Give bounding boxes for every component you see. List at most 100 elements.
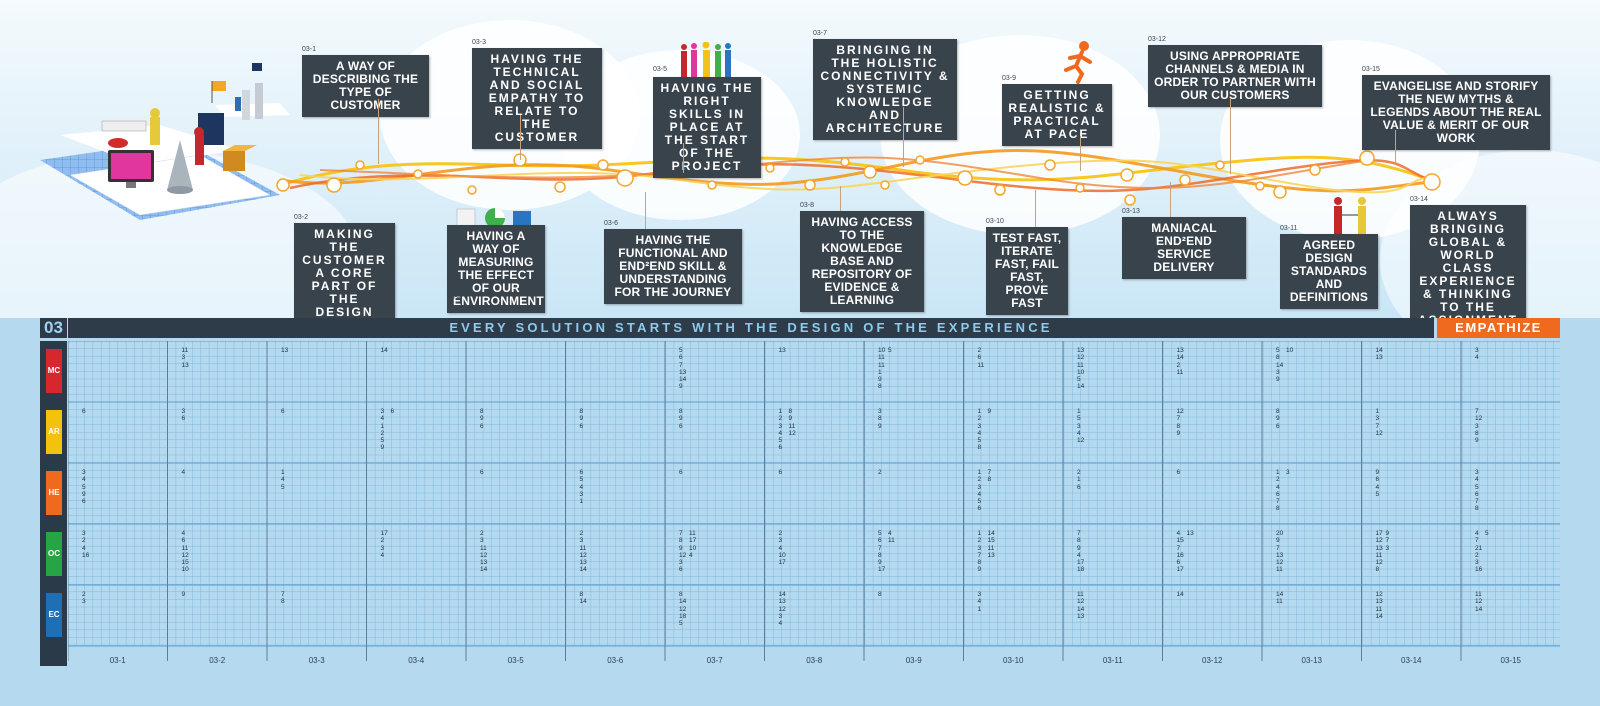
cell-value: 4 — [888, 530, 892, 537]
cell-value: 8 — [1077, 537, 1081, 545]
cell-value: 6 — [977, 354, 982, 362]
stage-code: 03-13 — [1122, 208, 1140, 215]
cell-value: 4 — [380, 551, 385, 559]
cell-value: 14 — [1375, 347, 1383, 354]
cell-value: 11 — [987, 544, 995, 552]
matrix-cell: 2 3 4 10 17 — [779, 530, 786, 566]
cell-value: 10 — [778, 551, 786, 559]
matrix-cell: 17 2 3 4 — [381, 530, 388, 559]
matrix-cell: 6 — [480, 469, 484, 476]
cell-value: 13 — [281, 347, 289, 354]
cell-value: 14 — [778, 591, 786, 598]
cell-value: 5 — [778, 437, 783, 445]
connector-line — [520, 115, 521, 160]
section-title: EVERY SOLUTION STARTS WITH THE DESIGN OF… — [68, 318, 1434, 338]
cell-value: 16 — [82, 551, 90, 559]
cell-value: 11 — [1176, 368, 1184, 376]
matrix-cell: 6 — [281, 408, 285, 415]
category-mc: MC — [46, 349, 62, 393]
cell-value: 15 — [181, 559, 189, 567]
matrix-cell: 2 3 11 12 13 14 — [480, 530, 487, 574]
matrix-cell: 4 7 21 2 3 16 5 — [1475, 530, 1489, 574]
cell-value: 3 — [1475, 469, 1479, 476]
cell-value: 6 — [1176, 559, 1181, 567]
cell-value: 17 — [380, 530, 388, 537]
cell-value: 14 — [1077, 383, 1085, 391]
matrix-cell: 4 — [182, 469, 186, 476]
stage-box: A WAY OF DESCRIBING THE TYPE OF CUSTOMER — [302, 55, 429, 117]
cell-value: 6 — [878, 537, 882, 545]
connector-line — [645, 192, 646, 229]
cell-value: 3 — [977, 422, 982, 430]
cell-value: 2 — [1475, 551, 1479, 559]
cell-value: 3 — [1077, 422, 1081, 430]
matrix-cell: 1 5 3 4 12 — [1077, 408, 1084, 444]
cell-value: 13 — [1077, 347, 1085, 354]
cell-value: 8 — [1475, 505, 1479, 513]
matrix-cell: 2 3 11 12 13 14 — [580, 530, 587, 574]
cell-value: 6 — [977, 505, 982, 513]
stage-box: AGREED DESIGN STANDARDS AND DEFINITIONS — [1280, 234, 1378, 309]
cell-value: 7 — [1475, 408, 1479, 415]
cell-secondary-values: 11 17 10 4 — [689, 530, 696, 559]
stage-box: HAVING ACCESS TO THE KNOWLEDGE BASE AND … — [800, 211, 924, 312]
cell-value: 9 — [480, 415, 484, 423]
cell-value: 7 — [679, 530, 683, 537]
cell-value: 13 — [1375, 544, 1383, 552]
cell-value: 6 — [579, 469, 584, 476]
matrix-cell: 11 12 14 — [1475, 591, 1482, 613]
cell-value: 10 — [1286, 347, 1294, 354]
cell-secondary-values: 4 11 — [888, 530, 895, 545]
cell-value: 12 — [679, 551, 687, 559]
cell-value: 12 — [1077, 598, 1085, 606]
matrix-cell: 3 2 4 16 — [82, 530, 89, 559]
stage-code: 03-3 — [472, 39, 487, 46]
cell-value: 4 — [181, 530, 186, 537]
cell-value: 7 — [1276, 544, 1280, 552]
stage-code: 03-4 — [447, 294, 462, 301]
cell-value: 4 — [1475, 476, 1479, 484]
cell-value: 21 — [1475, 544, 1483, 552]
cell-value: 13 — [778, 347, 786, 354]
cell-value: 9 — [788, 415, 793, 423]
cell-value: 8 — [1276, 408, 1280, 415]
cell-value: 17 — [1077, 559, 1085, 567]
cell-value: 5 — [878, 530, 882, 537]
matrix-cell: 1 2 3 4 5 6 8 9 11 12 — [778, 408, 796, 452]
cell-value: 14 — [380, 347, 388, 354]
cell-value: 14 — [1475, 605, 1483, 613]
cell-value: 14 — [1176, 591, 1184, 598]
cell-value: 5 — [1485, 530, 1489, 537]
cell-secondary-values: 14 15 11 13 — [988, 530, 995, 559]
cell-value: 5 — [679, 620, 683, 628]
cell-value: 9 — [1276, 376, 1280, 384]
matrix-cell: 4 6 11 12 15 10 — [182, 530, 189, 574]
cell-value: 2 — [579, 530, 584, 537]
matrix-cell: 1 3 7 12 — [1376, 408, 1383, 437]
cell-value: 6 — [778, 444, 783, 452]
cell-value: 7 — [977, 551, 982, 559]
cell-value: 10 — [181, 566, 189, 574]
cell-value: 6 — [390, 408, 395, 415]
cell-value: 8 — [1375, 566, 1380, 574]
cell-value: 2 — [977, 347, 982, 354]
cell-value: 12 — [1077, 437, 1085, 445]
cell-secondary-values: 8 9 11 12 — [789, 408, 796, 437]
matrix-grid — [68, 341, 1560, 661]
cell-value: 20 — [1276, 530, 1284, 537]
matrix-cell: 7 8 9 4 17 18 — [1077, 530, 1084, 574]
stage-code: 03-7 — [813, 30, 828, 37]
cell-value: 1 — [1276, 469, 1280, 476]
cell-value: 2 — [480, 530, 484, 537]
cell-value: 4 — [1475, 354, 1479, 362]
cell-value: 8 — [1176, 422, 1181, 430]
cell-value: 9 — [679, 544, 683, 552]
matrix-cell: 12 13 11 14 — [1376, 591, 1383, 620]
matrix-cell: 14 — [1177, 591, 1184, 598]
cell-value: 4 — [380, 415, 385, 423]
